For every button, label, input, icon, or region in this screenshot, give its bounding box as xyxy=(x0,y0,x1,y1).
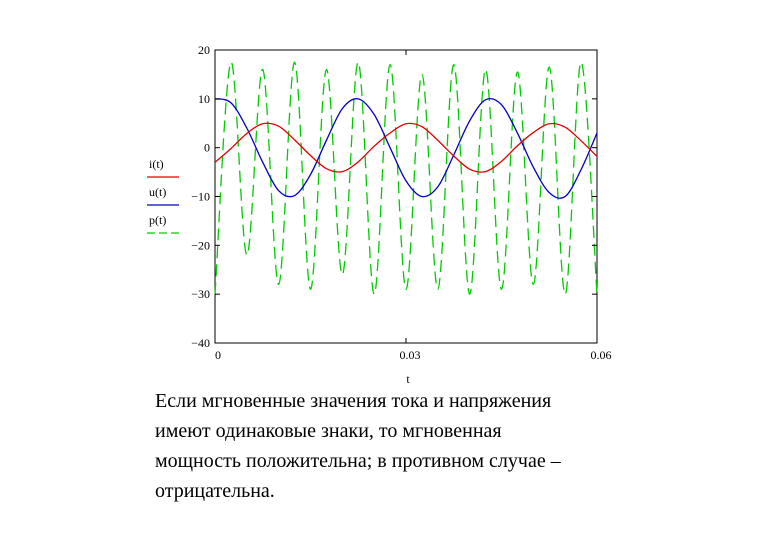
x-tick-label: 0.06 xyxy=(591,348,612,362)
y-tick-label: −40 xyxy=(191,336,210,350)
series-line-it xyxy=(214,122,598,173)
series-line-pt xyxy=(214,61,598,295)
legend-label: u(t) xyxy=(149,185,166,199)
y-tick-label: −10 xyxy=(191,190,210,204)
caption-line: имеют одинаковые знаки, то мгновенная xyxy=(155,420,502,442)
caption-line: Если мгновенные значения тока и напряжен… xyxy=(155,390,552,412)
caption-line: мощность положительна; в противном случа… xyxy=(155,450,561,472)
x-tick-label: 0 xyxy=(215,348,221,362)
legend: i(t) u(t) p(t) xyxy=(147,157,179,234)
y-axis: 20 10 0 −10 −20 −30 −40 xyxy=(191,43,597,350)
legend-label: i(t) xyxy=(149,157,164,171)
y-tick-label: 10 xyxy=(198,92,210,106)
y-tick-label: 0 xyxy=(204,141,210,155)
caption-line: отрицательна. xyxy=(155,480,275,502)
legend-label: p(t) xyxy=(149,213,166,227)
y-tick-label: −30 xyxy=(191,287,210,301)
y-tick-label: 20 xyxy=(198,43,210,57)
caption: Если мгновенные значения тока и напряжен… xyxy=(155,386,715,506)
x-axis: 0 0.03 0.06 xyxy=(214,50,612,362)
x-tick-label: 0.03 xyxy=(400,348,421,362)
series-line-ut xyxy=(214,98,598,199)
y-tick-label: −20 xyxy=(191,238,210,252)
series-group xyxy=(214,61,598,295)
chart: 20 10 0 −10 −20 −30 −40 0 0.03 0.06 t i(t) u(t) p(… xyxy=(147,43,612,386)
x-axis-label: t xyxy=(406,372,410,386)
